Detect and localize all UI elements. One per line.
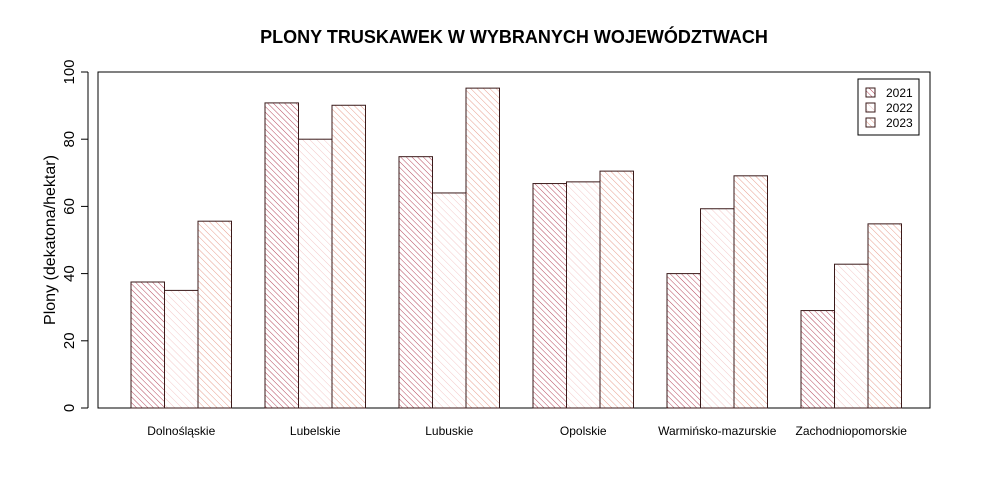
x-tick-label: Zachodniopomorskie — [796, 424, 908, 438]
y-axis: 0 20 40 60 80 100 — [61, 59, 89, 412]
bar-2021-0 — [130, 281, 165, 409]
y-tick-label: 0 — [61, 404, 78, 412]
x-axis: Dolnośląskie Lubelskie Lubuskie Opolskie War… — [147, 424, 907, 438]
bar-2021-4 — [666, 273, 701, 409]
bar-2022-0 — [164, 289, 199, 409]
bar-2023-4 — [733, 175, 768, 409]
x-tick-label: Lubelskie — [290, 424, 341, 438]
y-tick-label: 40 — [61, 265, 78, 282]
chart-title: PLONY TRUSKAWEK W WYBRANYCH WOJEWÓDZTWAC… — [260, 26, 768, 47]
legend-label-2021: 2021 — [886, 86, 913, 100]
bar-2022-2 — [432, 192, 467, 409]
x-tick-label: Warmińsko-mazurskie — [658, 424, 777, 438]
bar-2023-2 — [465, 87, 500, 409]
bar-2023-0 — [197, 220, 232, 409]
legend-swatch-2023 — [865, 117, 876, 128]
plot-frame — [97, 71, 931, 409]
x-tick-label: Opolskie — [560, 424, 607, 438]
bar-2021-1 — [264, 102, 299, 409]
y-tick-label: 80 — [61, 131, 78, 148]
legend-label-2022: 2022 — [886, 101, 913, 115]
y-tick-label: 100 — [61, 59, 78, 84]
bar-2021-3 — [532, 183, 567, 409]
bar-2022-1 — [298, 138, 333, 409]
y-tick-label: 60 — [61, 198, 78, 215]
x-tick-label: Dolnośląskie — [147, 424, 215, 438]
x-tick-label: Lubuskie — [425, 424, 473, 438]
bar-2023-1 — [331, 104, 366, 409]
bar-2022-5 — [834, 263, 869, 409]
y-axis-label: Plony (dekatona/hektar) — [42, 155, 59, 325]
bar-2023-5 — [867, 223, 902, 409]
legend-swatch-2021 — [865, 87, 876, 98]
legend-label-2023: 2023 — [886, 116, 913, 130]
y-tick-label: 20 — [61, 332, 78, 349]
bar-2023-3 — [599, 170, 634, 409]
bar-2021-2 — [398, 156, 433, 409]
bar-2022-3 — [566, 181, 601, 409]
legend-swatch-2022 — [865, 102, 876, 113]
plot-area — [97, 71, 931, 409]
bar-2022-4 — [700, 208, 735, 409]
bar-2021-5 — [800, 310, 835, 409]
